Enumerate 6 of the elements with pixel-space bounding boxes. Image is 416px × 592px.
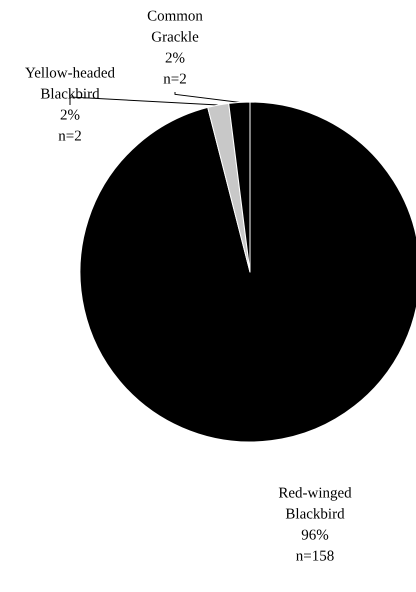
data-label: 96% n=158 (296, 528, 334, 564)
slice-label: Yellow-headed Blackbird (24, 66, 116, 102)
data-label: 2% n=2 (58, 108, 82, 144)
slice-label: Red-winged Blackbird (278, 486, 352, 522)
data-label: 2% n=2 (163, 50, 187, 88)
slice-label: Common Grackle (147, 8, 204, 46)
